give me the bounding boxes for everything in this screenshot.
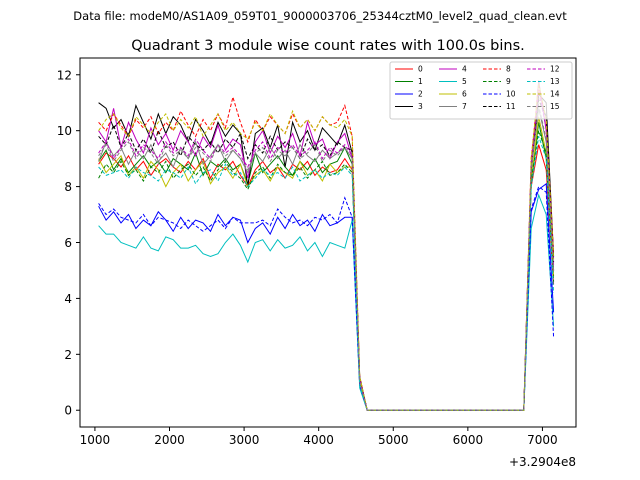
legend-label: 13	[550, 77, 560, 86]
legend-label: 9	[506, 77, 511, 86]
legend-label: 0	[418, 65, 423, 74]
legend-label: 4	[462, 65, 467, 74]
series-line-5	[98, 193, 555, 411]
x-axis: 1000 2000 3000 4000 5000 6000 7000	[80, 427, 558, 447]
chart-title: Quadrant 3 module wise count rates with …	[131, 38, 525, 54]
series-line-3	[98, 93, 555, 411]
legend-label: 7	[462, 102, 467, 111]
legend-label: 3	[418, 102, 423, 111]
legend-label: 10	[506, 90, 516, 99]
y-tick-label: 0	[64, 404, 72, 418]
y-tick-label: 10	[57, 124, 72, 138]
x-tick-label: 5000	[378, 433, 409, 447]
x-tick-label: 1000	[80, 433, 111, 447]
series-line-13	[98, 136, 555, 411]
plot-area	[98, 80, 555, 411]
legend-box	[389, 61, 573, 120]
x-offset-label: +3.2904e8	[509, 455, 576, 469]
series-line-4	[98, 80, 555, 411]
series-line-12	[98, 91, 555, 411]
series-line-8	[98, 85, 555, 411]
x-tick-label: 6000	[453, 433, 484, 447]
legend-label: 1	[418, 77, 423, 86]
x-tick-label: 2000	[154, 433, 185, 447]
series-line-14	[98, 83, 555, 411]
legend-label: 14	[550, 90, 560, 99]
legend-label: 15	[550, 102, 560, 111]
y-tick-label: 4	[64, 292, 72, 306]
legend-label: 12	[550, 65, 560, 74]
series-line-15	[98, 105, 555, 411]
y-axis: 0 2 4 6 8 10 12	[57, 68, 80, 418]
y-tick-label: 8	[64, 180, 72, 194]
x-tick-label: 4000	[303, 433, 334, 447]
legend-label: 8	[506, 65, 511, 74]
y-tick-label: 12	[57, 68, 72, 82]
legend-label: 11	[506, 102, 516, 111]
legend-label: 6	[462, 90, 467, 99]
series-line-10	[98, 185, 555, 411]
legend-label: 2	[418, 90, 423, 99]
x-tick-label: 7000	[527, 433, 558, 447]
x-tick-label: 3000	[229, 433, 260, 447]
y-tick-label: 2	[64, 348, 72, 362]
legend-label: 5	[462, 77, 467, 86]
series-line-6	[98, 116, 555, 411]
series-line-1	[98, 122, 555, 411]
y-tick-label: 6	[64, 236, 72, 250]
data-file-label: Data file: modeM0/AS1A09_059T01_90000037…	[73, 9, 567, 23]
series-line-11	[98, 98, 555, 411]
